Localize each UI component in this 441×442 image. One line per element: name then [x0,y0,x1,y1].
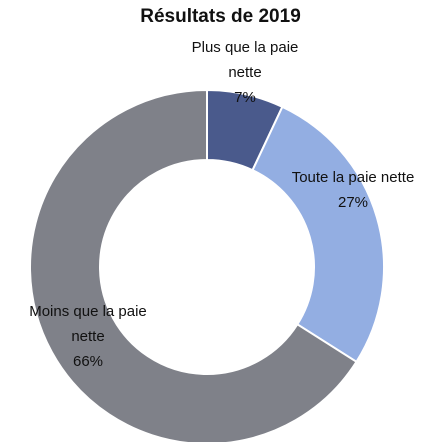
slice-value-label: 7% [234,89,256,106]
slice-value-label: 27% [337,194,369,211]
slice-category-label: Toute la paie nette [291,169,415,186]
donut-slice [29,88,358,442]
donut-slice [251,105,385,364]
slice-value-label: 66% [72,353,104,370]
slice-category-label: Moins que la paie nette [29,303,147,345]
slice-category-label: Plus que la paie nette [191,39,299,81]
chart-title: Résultats de 2019 [140,6,301,27]
